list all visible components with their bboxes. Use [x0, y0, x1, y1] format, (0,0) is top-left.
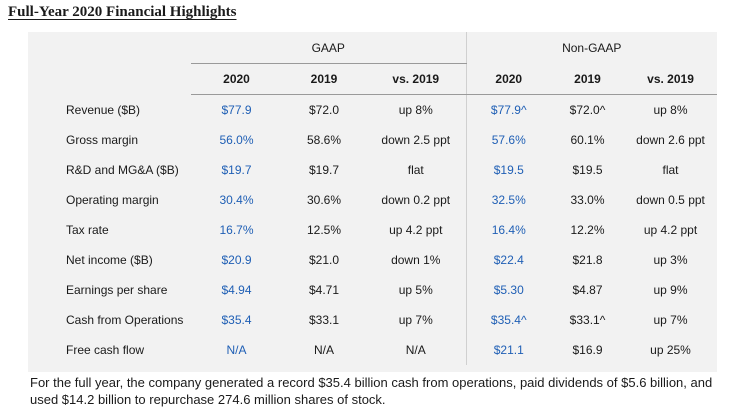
cell-gaap-2019: 12.5%	[306, 223, 342, 237]
cell-gaap-2019: $4.71	[308, 283, 340, 297]
cell-gaap-2020: 16.7%	[219, 223, 254, 237]
blank-column-header	[28, 64, 191, 95]
cell-nongaap-2019: $19.5	[572, 163, 603, 177]
cell-nongaap-2020: $22.4	[465, 245, 552, 275]
column-header-nongaap-2019: 2019	[551, 63, 625, 95]
cell-nongaap-2020: 32.5%	[465, 185, 552, 215]
row-label: Cash from Operations	[66, 313, 184, 327]
cell-nongaap-2019: 33.0%	[570, 193, 605, 207]
cell-gaap-change: down 1%	[391, 253, 441, 267]
table-row: Earnings per share $4.94 $4.71 up 5% $5.…	[28, 275, 717, 305]
cell-nongaap-2019: 60.1%	[570, 133, 605, 147]
column-header-row: 2020 2019 vs. 2019 2020 2019 vs. 2019	[28, 63, 718, 95]
cell-nongaap-2019: $72.0^	[569, 103, 606, 117]
column-header-gaap-2019: 2019	[282, 63, 366, 95]
column-header-nongaap-vs-2019: vs. 2019	[624, 63, 718, 95]
cell-nongaap-2020: $21.1	[465, 335, 552, 365]
row-label: Net income ($B)	[66, 253, 153, 267]
cell-nongaap-change: up 7%	[653, 313, 688, 327]
cell-gaap-change: up 5%	[398, 283, 433, 297]
table-row: Tax rate 16.7% 12.5% up 4.2 ppt 16.4% 12…	[28, 215, 717, 245]
cell-gaap-2020: N/A	[226, 343, 247, 357]
row-label: Revenue ($B)	[66, 102, 141, 117]
cell-gaap-2019: $72.0	[308, 103, 340, 117]
cell-gaap-2020: $77.9	[221, 103, 252, 117]
cell-nongaap-2020: $5.30	[465, 275, 552, 305]
cell-nongaap-change: up 25%	[650, 343, 691, 357]
cell-nongaap-2019: $16.9	[572, 343, 603, 357]
cell-nongaap-2019: $21.8	[572, 253, 603, 267]
table-row: Revenue ($B) $77.9 $72.0 up 8% $77.9^ $7…	[28, 94, 717, 125]
cell-nongaap-change: up 4.2 ppt	[643, 223, 698, 237]
cell-gaap-2019: 30.6%	[306, 193, 342, 207]
cell-nongaap-2020: $77.9^	[465, 94, 552, 125]
column-header-gaap-vs-2019: vs. 2019	[366, 63, 467, 95]
row-label: Tax rate	[66, 223, 109, 237]
cell-nongaap-2020: 16.4%	[465, 215, 552, 245]
table-row: Cash from Operations $35.4 $33.1 up 7% $…	[28, 305, 717, 335]
group-header-row: GAAP Non-GAAP	[28, 32, 718, 64]
row-label: Operating margin	[66, 193, 159, 207]
cell-nongaap-2020: $35.4^	[465, 305, 552, 335]
cell-gaap-2020: $4.94	[221, 283, 252, 297]
cell-gaap-2020: $20.9	[221, 253, 252, 267]
table-row: Net income ($B) $20.9 $21.0 down 1% $22.…	[28, 245, 717, 275]
cell-nongaap-2020: $19.5	[465, 155, 552, 185]
cell-gaap-change: flat	[407, 163, 424, 177]
row-label: R&D and MG&A ($B)	[66, 163, 179, 177]
cell-nongaap-2019: 12.2%	[570, 223, 605, 237]
cell-gaap-2020: $35.4	[221, 313, 252, 327]
cell-gaap-change: down 2.5 ppt	[381, 133, 451, 147]
summary-paragraph: For the full year, the company generated…	[30, 375, 713, 407]
cell-gaap-2019: $19.7	[308, 163, 340, 177]
cell-nongaap-2019: $4.87	[572, 283, 603, 297]
table-row: Operating margin 30.4% 30.6% down 0.2 pp…	[28, 185, 717, 215]
cell-nongaap-change: up 8%	[653, 103, 688, 117]
row-label: Earnings per share	[66, 283, 168, 297]
cell-nongaap-change: flat	[662, 163, 679, 177]
gaap-group-header: GAAP	[191, 32, 467, 64]
column-header-gaap-2020: 2020	[191, 63, 282, 95]
table-row: Free cash flow N/A N/A N/A $21.1 $16.9 u…	[28, 335, 717, 365]
cell-gaap-change: up 8%	[398, 103, 433, 117]
cell-nongaap-2019: $33.1^	[569, 313, 606, 327]
row-label: Gross margin	[66, 133, 139, 147]
cell-gaap-2020: 30.4%	[219, 193, 254, 207]
table-row: Gross margin 56.0% 58.6% down 2.5 ppt 57…	[28, 125, 717, 155]
cell-nongaap-change: up 3%	[653, 253, 688, 267]
cell-gaap-2019: N/A	[313, 343, 334, 357]
cell-nongaap-change: down 0.5 ppt	[636, 193, 705, 207]
row-label: Free cash flow	[66, 343, 145, 357]
cell-nongaap-2020: 57.6%	[465, 125, 552, 155]
table-row: R&D and MG&A ($B) $19.7 $19.7 flat $19.5…	[28, 155, 717, 185]
cell-nongaap-change: down 2.6 ppt	[636, 133, 705, 147]
cell-gaap-2019: $21.0	[308, 253, 340, 267]
blank-header	[28, 32, 191, 64]
column-header-nongaap-2020: 2020	[465, 63, 552, 95]
page-title: Full-Year 2020 Financial Highlights	[8, 4, 237, 20]
financial-highlights-table: GAAP Non-GAAP 2020 2019 vs. 2019 2020 20…	[28, 32, 718, 365]
cell-gaap-change: N/A	[405, 343, 426, 357]
cell-gaap-change: down 0.2 ppt	[381, 193, 451, 207]
cell-gaap-2020: 56.0%	[219, 133, 254, 147]
cell-gaap-change: up 4.2 ppt	[389, 223, 443, 237]
cell-gaap-2019: $33.1	[308, 313, 340, 327]
cell-gaap-2020: $19.7	[221, 163, 252, 177]
non-gaap-group-header: Non-GAAP	[465, 32, 718, 64]
cell-nongaap-change: up 9%	[653, 283, 688, 297]
cell-gaap-2019: 58.6%	[306, 133, 342, 147]
cell-gaap-change: up 7%	[398, 313, 433, 327]
